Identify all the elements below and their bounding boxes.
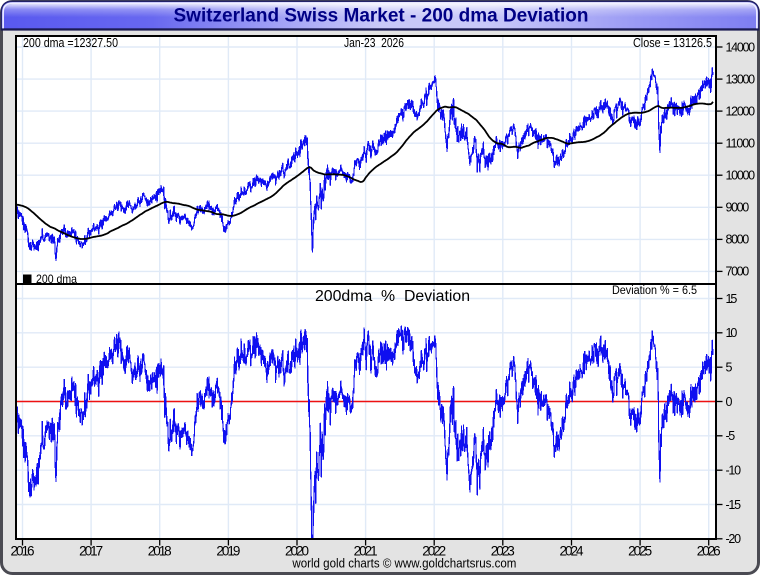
svg-text:-15: -15 xyxy=(726,498,742,512)
svg-text:2023: 2023 xyxy=(491,543,515,558)
svg-text:7000: 7000 xyxy=(726,265,750,279)
svg-text:8000: 8000 xyxy=(726,233,750,247)
svg-text:2021: 2021 xyxy=(354,543,378,558)
svg-text:Deviation % = 6.5: Deviation % = 6.5 xyxy=(612,285,697,297)
svg-text:2026: 2026 xyxy=(697,543,721,558)
svg-text:5: 5 xyxy=(726,361,733,375)
svg-text:10: 10 xyxy=(726,326,738,340)
svg-text:2016: 2016 xyxy=(11,543,35,558)
svg-text:-10: -10 xyxy=(726,464,742,478)
svg-text:200dma % Deviation: 200dma % Deviation xyxy=(315,288,470,305)
svg-text:2024: 2024 xyxy=(560,543,584,558)
svg-text:14000: 14000 xyxy=(726,40,756,54)
svg-text:2018: 2018 xyxy=(148,543,172,558)
svg-text:2020: 2020 xyxy=(285,543,309,558)
svg-text:9000: 9000 xyxy=(726,201,750,215)
svg-text:Close = 13126.5: Close = 13126.5 xyxy=(633,36,712,50)
svg-text:10000: 10000 xyxy=(726,169,756,183)
svg-text:200 dma =12327.50: 200 dma =12327.50 xyxy=(23,36,118,50)
svg-text:2025: 2025 xyxy=(628,543,652,558)
svg-text:2019: 2019 xyxy=(216,543,240,558)
svg-text:-5: -5 xyxy=(726,429,736,443)
svg-text:Jan-23 2026: Jan-23 2026 xyxy=(344,36,404,50)
svg-text:world gold charts © www.goldch: world gold charts © www.goldchartsrus.co… xyxy=(292,555,517,570)
svg-text:2022: 2022 xyxy=(422,543,446,558)
svg-text:2017: 2017 xyxy=(79,543,103,558)
svg-text:Switzerland Swiss Market - 200: Switzerland Swiss Market - 200 dma Devia… xyxy=(174,6,589,27)
svg-text:11000: 11000 xyxy=(726,137,756,151)
svg-text:12000: 12000 xyxy=(726,104,756,118)
svg-text:15: 15 xyxy=(726,292,738,306)
svg-text:200 dma: 200 dma xyxy=(36,272,77,286)
svg-text:-20: -20 xyxy=(726,532,742,546)
svg-text:13000: 13000 xyxy=(726,72,756,86)
svg-text:0: 0 xyxy=(726,395,733,409)
